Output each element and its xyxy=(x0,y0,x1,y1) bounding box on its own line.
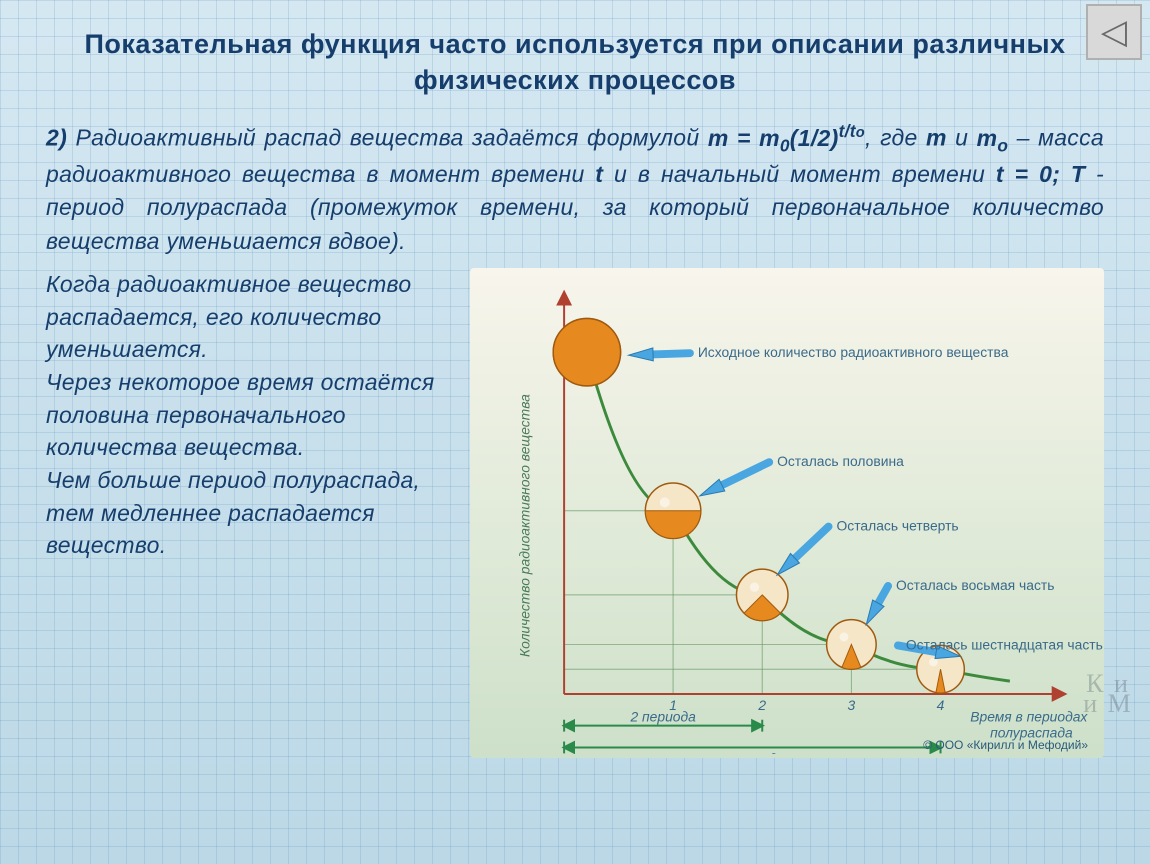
svg-text:Количество радиоактивного веще: Количество радиоактивного вещества xyxy=(516,394,532,657)
formula-exp: t/t xyxy=(839,121,856,141)
svg-text:Осталась восьмая часть: Осталась восьмая часть xyxy=(896,577,1055,593)
var-m0-sub: o xyxy=(997,135,1008,155)
formula-base: (1/2) xyxy=(790,125,839,151)
para-t5: и в начальный момент времени xyxy=(603,161,996,187)
para-t3: и xyxy=(947,125,977,151)
side-text: Когда радиоактивное вещество распадается… xyxy=(46,268,456,758)
copyright-text: © ООО «Кирилл и Мефодий» xyxy=(923,738,1088,752)
svg-text:2 периода: 2 периода xyxy=(629,709,696,725)
svg-text:Осталась четверть: Осталась четверть xyxy=(837,518,959,534)
para-t1: Радиоактивный распад вещества задаётся ф… xyxy=(67,125,708,151)
slide-content: Показательная функция часто используется… xyxy=(0,0,1150,758)
chart-svg: Исходное количество радиоактивного вещес… xyxy=(470,268,1104,753)
svg-text:3: 3 xyxy=(848,697,856,713)
watermark: К ии М xyxy=(1078,674,1138,714)
svg-text:Осталась шестнадцатая часть: Осталась шестнадцатая часть xyxy=(906,637,1103,653)
svg-text:Осталась половина: Осталась половина xyxy=(777,453,904,469)
var-m0: m xyxy=(977,125,998,151)
formula-sub0: 0 xyxy=(780,135,790,155)
formula-exp-o: o xyxy=(856,125,865,141)
svg-text:Исходное количество радиоактив: Исходное количество радиоактивного вещес… xyxy=(698,344,1009,360)
formula-m: m = m xyxy=(708,125,780,151)
main-paragraph: 2) Радиоактивный распад вещества задаётс… xyxy=(46,119,1104,258)
var-t0: t = 0; T xyxy=(996,161,1085,187)
svg-text:Время в периодах: Время в периодах xyxy=(970,709,1088,725)
svg-text:4: 4 xyxy=(937,697,945,713)
var-m: m xyxy=(926,125,947,151)
svg-text:4 периода: 4 периода xyxy=(720,750,786,753)
para-lead: 2) xyxy=(46,125,67,151)
para-t2: , где xyxy=(865,125,926,151)
slide-title: Показательная функция часто используется… xyxy=(46,26,1104,99)
decay-chart: Исходное количество радиоактивного вещес… xyxy=(470,268,1104,758)
svg-text:2: 2 xyxy=(757,697,766,713)
